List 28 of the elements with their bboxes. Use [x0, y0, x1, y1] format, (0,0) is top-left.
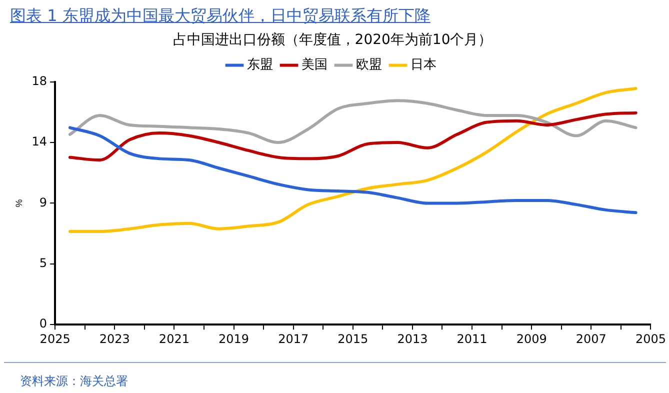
x-tick-label: 2013	[397, 332, 428, 346]
chart-title: 图表 1 东盟成为中国最大贸易伙伴，日中贸易联系有所下降	[10, 6, 430, 27]
x-tick-label: 2025	[40, 332, 70, 346]
x-tick-label: 2007	[576, 332, 606, 346]
x-tick-label: 2021	[158, 332, 190, 346]
x-tick-label: 2019	[218, 332, 250, 346]
y-tick-label: 0	[39, 316, 48, 331]
x-tick-label: 2017	[278, 332, 309, 346]
line-series	[68, 99, 638, 144]
legend-label: 欧盟	[356, 58, 382, 73]
x-tick-label: 2011	[456, 332, 488, 346]
line-series	[68, 126, 638, 214]
y-tick-label: 9	[39, 195, 48, 210]
legend-label: 东盟	[247, 58, 273, 73]
x-tick-label: 2005	[635, 332, 666, 346]
y-tick-label: 5	[39, 256, 48, 270]
y-tick-label: 14	[32, 134, 48, 149]
legend-label: 美国	[302, 56, 328, 73]
line-series	[68, 87, 638, 234]
y-tick-label: 18	[32, 74, 48, 88]
line-series	[68, 111, 638, 162]
legend-label: 日本	[410, 58, 436, 73]
x-tick-label: 2015	[338, 332, 368, 346]
chart-subtitle: 占中国进出口份额（年度值，2020年为前10个月）	[172, 32, 492, 48]
y-axis-title: %	[14, 199, 24, 208]
text: 资料来源：海关总署	[20, 373, 128, 390]
x-tick-label: 2009	[516, 332, 547, 346]
x-tick-label: 2023	[99, 332, 130, 346]
